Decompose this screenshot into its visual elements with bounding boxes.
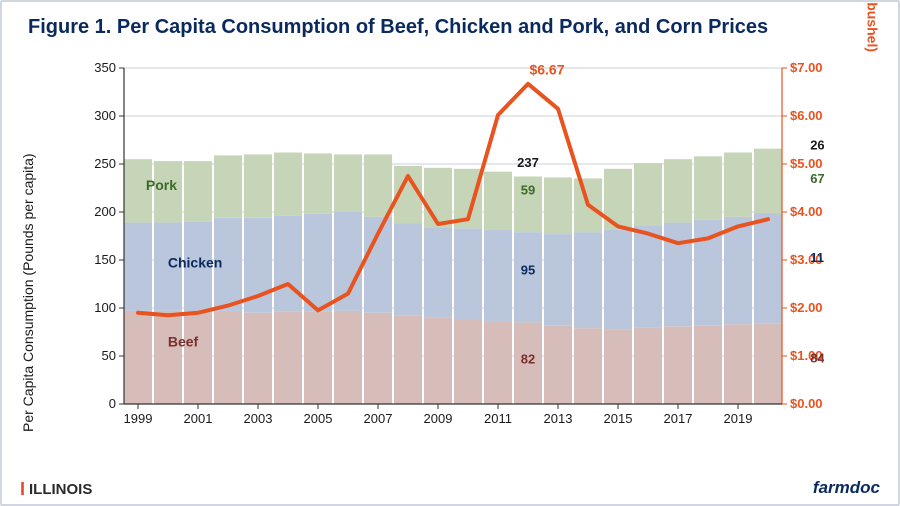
footer-left-text: ILLINOIS (29, 481, 92, 498)
chart-frame: Figure 1. Per Capita Consumption of Beef… (0, 0, 900, 506)
svg-text:2017: 2017 (664, 411, 693, 426)
illinois-icon: I (20, 480, 25, 498)
svg-text:2003: 2003 (244, 411, 273, 426)
svg-text:50: 50 (102, 348, 116, 363)
svg-text:95: 95 (521, 262, 535, 277)
svg-text:84: 84 (810, 351, 824, 366)
svg-text:2005: 2005 (304, 411, 333, 426)
svg-text:2011: 2011 (484, 411, 512, 426)
svg-text:2013: 2013 (544, 411, 573, 426)
svg-text:2001: 2001 (184, 411, 213, 426)
svg-text:$4.00: $4.00 (790, 204, 823, 219)
footer-right: farmdoc (813, 478, 880, 498)
svg-text:250: 250 (94, 156, 116, 171)
svg-text:2015: 2015 (604, 411, 633, 426)
svg-text:$6.67: $6.67 (529, 62, 564, 78)
svg-text:150: 150 (94, 252, 116, 267)
svg-text:Pork: Pork (146, 177, 177, 193)
svg-text:2007: 2007 (364, 411, 393, 426)
svg-text:Chicken: Chicken (168, 255, 222, 271)
svg-text:$5.00: $5.00 (790, 156, 823, 171)
svg-text:82: 82 (521, 352, 535, 367)
svg-text:2019: 2019 (724, 411, 753, 426)
svg-text:115: 115 (810, 250, 824, 265)
chart-svg: 050100150200250300350$0.00$1.00$2.00$3.0… (84, 48, 824, 448)
svg-text:$0.00: $0.00 (790, 396, 823, 411)
svg-text:237: 237 (517, 155, 539, 170)
footer-left: I ILLINOIS (20, 480, 92, 498)
svg-text:1999: 1999 (124, 411, 153, 426)
svg-text:300: 300 (94, 108, 116, 123)
svg-text:$2.00: $2.00 (790, 300, 823, 315)
svg-text:Beef: Beef (168, 333, 199, 349)
svg-text:67: 67 (810, 171, 824, 186)
svg-text:350: 350 (94, 60, 116, 75)
chart-title: Figure 1. Per Capita Consumption of Beef… (28, 16, 768, 39)
plot-area: 050100150200250300350$0.00$1.00$2.00$3.0… (84, 48, 824, 448)
svg-text:$7.00: $7.00 (790, 60, 823, 75)
svg-text:200: 200 (94, 204, 116, 219)
y-left-axis-label: Per Capita Consumption (Pounds per capit… (20, 153, 36, 432)
svg-text:100: 100 (94, 300, 116, 315)
svg-text:0: 0 (109, 396, 116, 411)
svg-text:$6.00: $6.00 (790, 108, 823, 123)
svg-text:2009: 2009 (424, 411, 453, 426)
svg-text:59: 59 (521, 183, 535, 198)
y-right-axis-label: Corn Price ($ per bushel) (864, 0, 880, 52)
svg-text:265: 265 (810, 138, 824, 153)
